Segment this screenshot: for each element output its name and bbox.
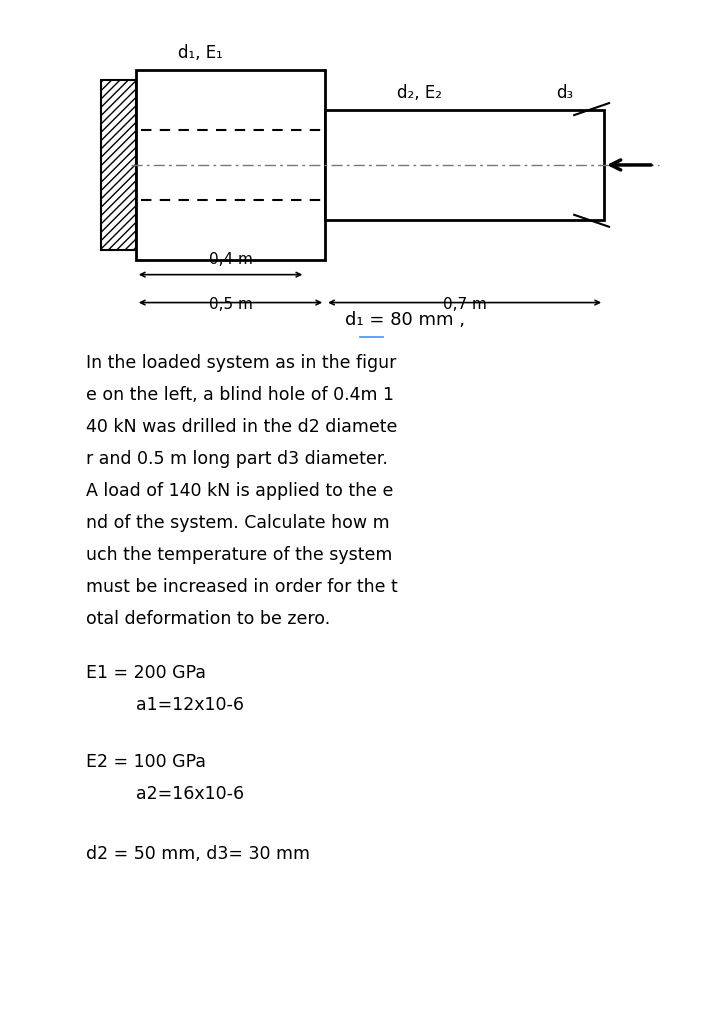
Text: a2=16x10-6: a2=16x10-6 bbox=[136, 785, 244, 803]
Text: uch the temperature of the system: uch the temperature of the system bbox=[86, 546, 392, 564]
Text: nd of the system. Calculate how m: nd of the system. Calculate how m bbox=[86, 514, 390, 532]
Text: d₁, E₁: d₁, E₁ bbox=[178, 44, 223, 62]
Text: 0,4 m: 0,4 m bbox=[209, 252, 253, 266]
Text: E2 = 100 GPa: E2 = 100 GPa bbox=[86, 754, 206, 771]
Bar bbox=[136, 71, 325, 260]
Text: E1 = 200 GPa: E1 = 200 GPa bbox=[86, 664, 206, 682]
Text: r and 0.5 m long part d3 diameter.: r and 0.5 m long part d3 diameter. bbox=[86, 451, 388, 468]
Text: a1=12x10-6: a1=12x10-6 bbox=[136, 695, 244, 714]
Text: e on the left, a blind hole of 0.4m 1: e on the left, a blind hole of 0.4m 1 bbox=[86, 386, 394, 404]
Text: d2 = 50 mm, d3= 30 mm: d2 = 50 mm, d3= 30 mm bbox=[86, 845, 310, 863]
Text: 0,5 m: 0,5 m bbox=[209, 297, 253, 311]
Text: d₃: d₃ bbox=[555, 84, 573, 102]
Text: 40 kN was drilled in the d2 diamete: 40 kN was drilled in the d2 diamete bbox=[86, 418, 397, 436]
Text: A load of 140 kN is applied to the e: A load of 140 kN is applied to the e bbox=[86, 482, 393, 500]
Text: d₁ = 80 mm ,: d₁ = 80 mm , bbox=[345, 310, 465, 329]
Text: d₂, E₂: d₂, E₂ bbox=[397, 84, 442, 102]
Text: otal deformation to be zero.: otal deformation to be zero. bbox=[86, 609, 330, 628]
Bar bbox=[325, 111, 604, 220]
Text: must be increased in order for the t: must be increased in order for the t bbox=[86, 578, 397, 596]
Bar bbox=[101, 80, 136, 250]
Text: In the loaded system as in the figur: In the loaded system as in the figur bbox=[86, 354, 397, 373]
Text: 0,7 m: 0,7 m bbox=[442, 297, 487, 311]
